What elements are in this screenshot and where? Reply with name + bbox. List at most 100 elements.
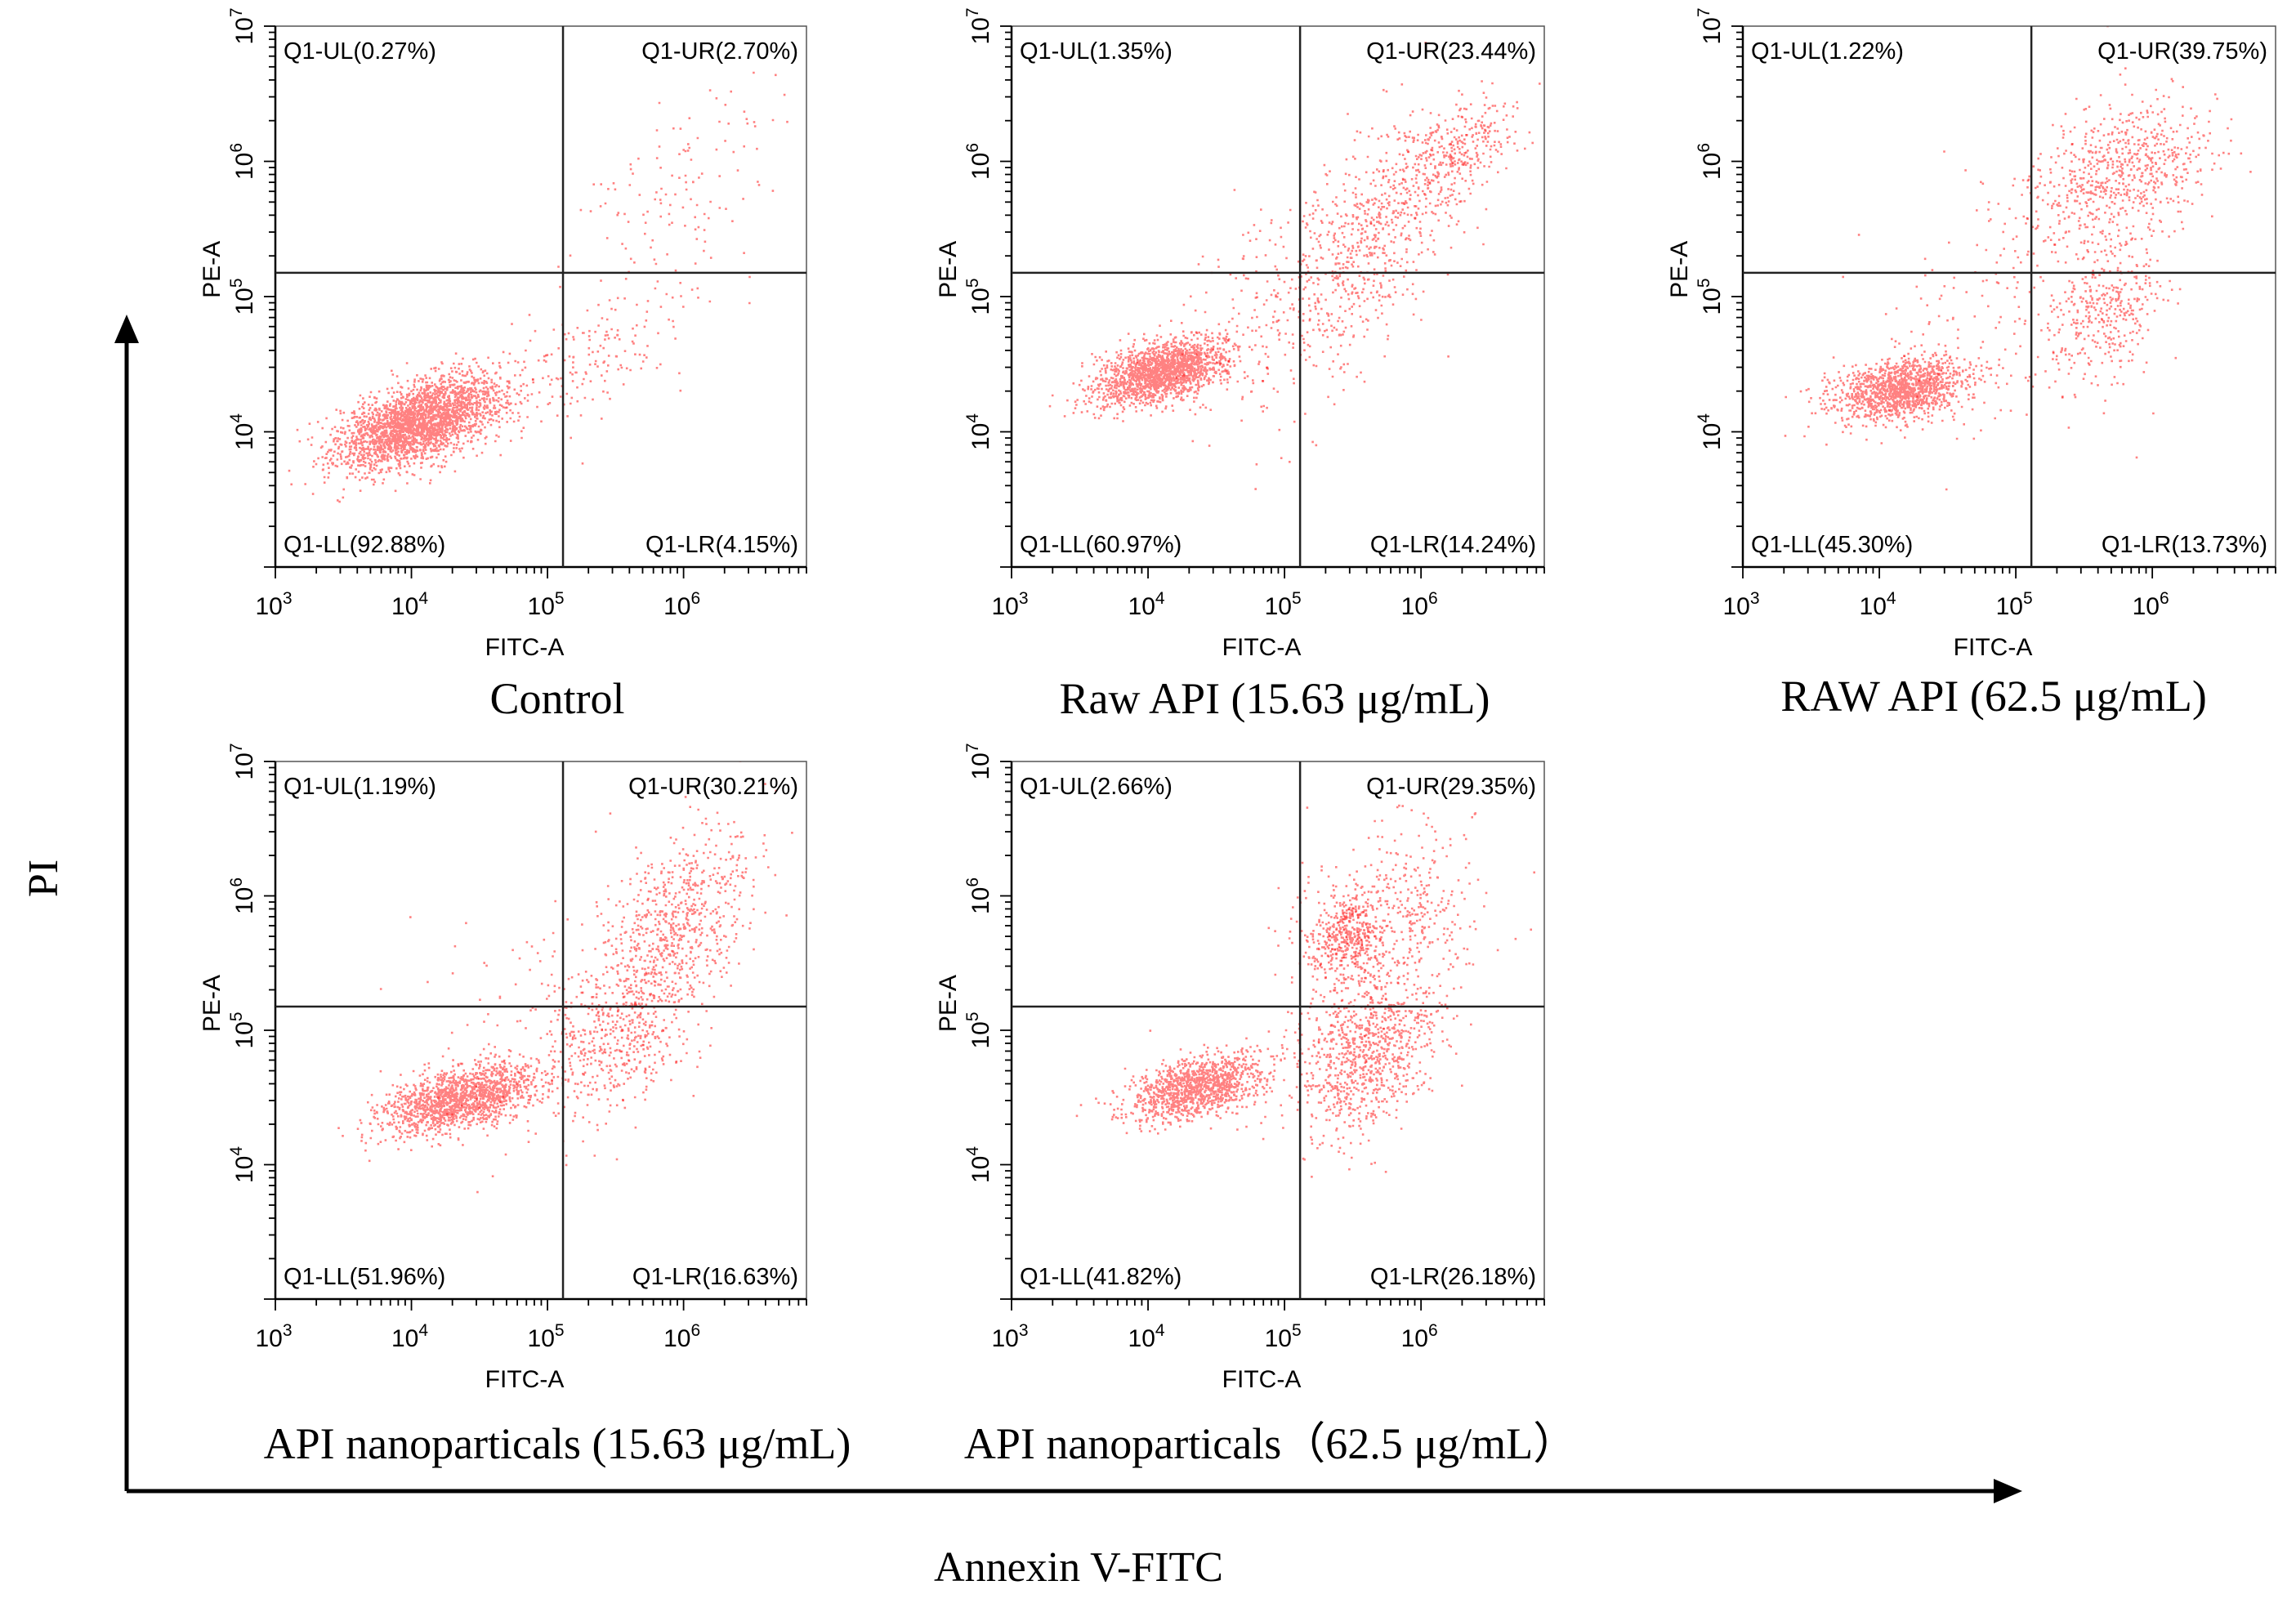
y-tick-label: 105: [963, 278, 994, 315]
y-tick-label: 104: [963, 1146, 994, 1183]
scatter-panel: 103 104 105 106 104 105 106 107 FITC-A PE-A Q1-UL(…: [199, 743, 851, 1468]
panel-title: Raw API (15.63 μg/mL): [1060, 674, 1490, 723]
quadrant-label-ul: Q1-UL(1.35%): [1020, 38, 1173, 65]
y-tick-label: 104: [1695, 413, 1726, 450]
x-tick-label: 106: [1401, 1321, 1438, 1352]
y-tick-label: 106: [963, 143, 994, 180]
x-axis-label: FITC-A: [1954, 634, 2033, 661]
global-y-arrowhead: [114, 315, 139, 343]
x-tick-label: 104: [1128, 1321, 1165, 1352]
y-tick-label: 106: [227, 143, 258, 180]
x-tick-label: 104: [1860, 589, 1896, 620]
y-tick-label: 104: [963, 413, 994, 450]
scatter-point-cloud: [2026, 212, 2182, 416]
scatter-panel: 103 104 105 106 104 105 106 107 FITC-A PE-A Q1-UL(…: [935, 7, 1545, 723]
x-tick-label: 105: [1996, 589, 2033, 620]
y-tick-label: 104: [227, 413, 258, 450]
scatter-point-cloud: [1842, 143, 2148, 491]
scatter-panel: 103 104 105 106 104 105 106 107 FITC-A PE-A Q1-UL(…: [935, 743, 1577, 1468]
scatter-point-cloud: [1784, 333, 2012, 446]
scatter-point-cloud: [337, 1037, 573, 1152]
y-tick-label: 105: [227, 278, 258, 315]
x-tick-label: 105: [528, 589, 565, 620]
global-x-label: Annexin V-FITC: [934, 1544, 1223, 1591]
y-tick-label: 105: [227, 1011, 258, 1048]
scatter-point-cloud: [1964, 26, 2252, 313]
y-tick-label: 104: [227, 1146, 258, 1183]
quadrant-label-ll: Q1-LL(41.82%): [1020, 1264, 1182, 1290]
x-axis-label: FITC-A: [485, 634, 565, 661]
scatter-point-cloud: [1209, 42, 1496, 490]
scatter-panel: 103 104 105 106 104 105 106 107 FITC-A PE-A Q1-UL(…: [1666, 7, 2276, 721]
quadrant-label-lr: Q1-LR(13.73%): [2102, 532, 2267, 558]
quadrant-label-ul: Q1-UL(1.19%): [284, 774, 436, 800]
plot-frame: [275, 761, 807, 1300]
x-tick-label: 106: [663, 589, 700, 620]
quadrant-label-ll: Q1-LL(92.88%): [284, 532, 445, 558]
y-axis-label: PE-A: [1666, 241, 1693, 298]
quadrant-label-ur: Q1-UR(2.70%): [641, 38, 798, 65]
quadrant-label-ul: Q1-UL(0.27%): [284, 38, 436, 65]
panel-title: API nanoparticals（62.5 μg/mL）: [964, 1419, 1577, 1468]
x-axis-label: FITC-A: [1222, 634, 1302, 661]
scatter-dots: [1784, 26, 2252, 491]
x-axis-label: FITC-A: [485, 1366, 565, 1393]
y-axis-label: PE-A: [935, 975, 962, 1032]
panel-title: API nanoparticals (15.63 μg/mL): [264, 1419, 851, 1468]
scatter-point-cloud: [1260, 890, 1472, 1178]
x-tick-label: 106: [2133, 589, 2169, 620]
x-tick-label: 106: [1401, 589, 1438, 620]
global-x-arrowhead: [1994, 1479, 2022, 1503]
x-tick-label: 103: [255, 589, 292, 620]
x-tick-label: 103: [991, 1321, 1028, 1352]
scatter-dots: [288, 71, 788, 503]
x-tick-label: 106: [663, 1321, 700, 1352]
y-tick-label: 106: [227, 877, 258, 914]
plot-frame: [1742, 25, 2276, 568]
y-axis-label: PE-A: [199, 241, 226, 298]
quadrant-label-lr: Q1-LR(26.18%): [1370, 1264, 1536, 1290]
quadrant-label-ll: Q1-LL(45.30%): [1751, 532, 1913, 558]
quadrant-label-lr: Q1-LR(16.63%): [632, 1264, 798, 1290]
x-tick-label: 103: [1722, 589, 1759, 620]
scatter-point-cloud: [1048, 317, 1269, 422]
quadrant-label-ul: Q1-UL(2.66%): [1020, 774, 1173, 800]
x-tick-label: 105: [1265, 1321, 1302, 1352]
plot-frame: [275, 25, 807, 568]
x-tick-label: 105: [528, 1321, 565, 1352]
scatter-point-cloud: [1358, 80, 1541, 241]
y-tick-label: 107: [1695, 7, 1726, 44]
scatter-point-cloud: [1300, 895, 1389, 980]
global-y-label: PI: [20, 860, 67, 897]
y-tick-label: 105: [1695, 278, 1726, 315]
y-axis-label: PE-A: [199, 975, 226, 1032]
y-axis-label: PE-A: [935, 241, 962, 298]
quadrant-label-ll: Q1-LL(51.96%): [284, 1264, 445, 1290]
scatter-dots: [1048, 42, 1541, 490]
x-tick-label: 103: [255, 1321, 292, 1352]
scatter-dots: [1075, 804, 1535, 1178]
y-tick-label: 107: [963, 743, 994, 779]
x-tick-label: 105: [1265, 589, 1302, 620]
quadrant-label-ur: Q1-UR(23.44%): [1366, 38, 1536, 65]
scatter-panel: 103 104 105 106 104 105 106 107 FITC-A PE-A Q1-UL(…: [199, 7, 807, 723]
y-tick-label: 107: [963, 7, 994, 44]
scatter-point-cloud: [368, 812, 712, 1194]
plot-frame: [1011, 761, 1545, 1300]
x-axis-label: FITC-A: [1222, 1366, 1302, 1393]
x-tick-label: 104: [391, 589, 428, 620]
scatter-point-cloud: [471, 212, 751, 465]
quadrant-label-ur: Q1-UR(29.35%): [1366, 774, 1536, 800]
global-axes: [114, 315, 2022, 1503]
x-tick-label: 103: [991, 589, 1028, 620]
quadrant-label-lr: Q1-LR(4.15%): [645, 532, 798, 558]
scatter-dots: [337, 761, 793, 1194]
scatter-point-cloud: [557, 71, 788, 290]
quadrant-label-ul: Q1-UL(1.22%): [1751, 38, 1904, 65]
scatter-point-cloud: [1266, 804, 1535, 1063]
y-tick-label: 107: [227, 743, 258, 779]
y-tick-label: 107: [227, 7, 258, 44]
scatter-point-cloud: [1075, 1029, 1313, 1135]
quadrant-label-ur: Q1-UR(39.75%): [2097, 38, 2267, 65]
